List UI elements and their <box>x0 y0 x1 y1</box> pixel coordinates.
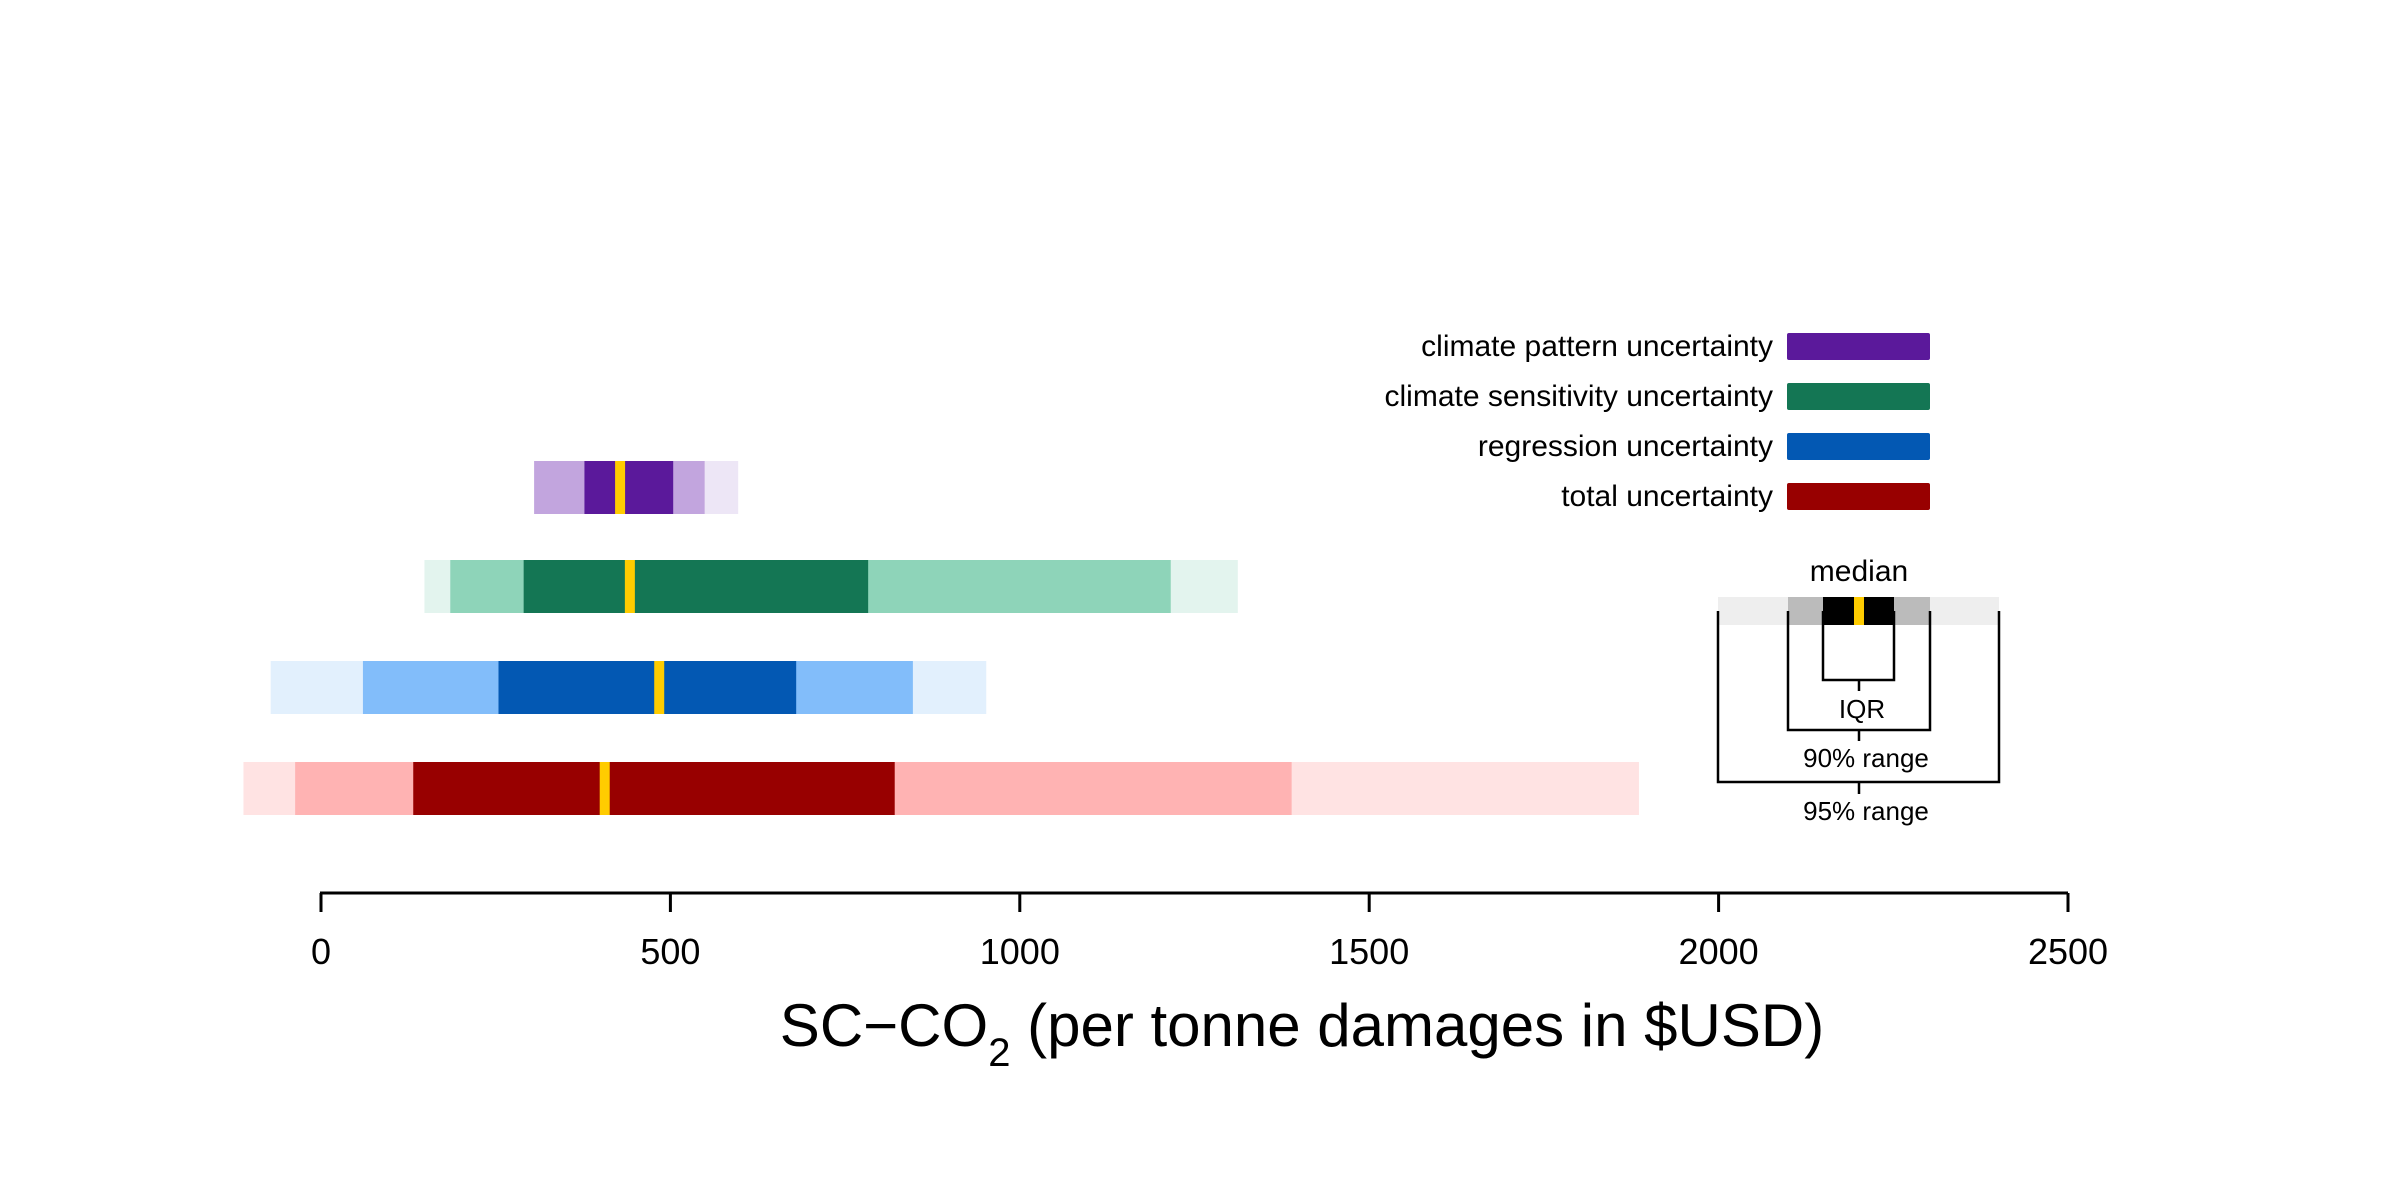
series-4-median <box>599 762 610 815</box>
series-3-median <box>654 661 665 714</box>
key-bar <box>1718 597 1999 625</box>
series-1-iqr <box>584 461 674 514</box>
legend-swatch-3 <box>1787 433 1930 460</box>
series-1-bar <box>534 461 739 514</box>
x-tick-label-0: 0 <box>311 931 331 972</box>
x-axis: 0 500 1000 1500 2000 2500 <box>311 891 2108 972</box>
key-95-label: 95% range <box>1803 796 1929 826</box>
series-1-median <box>615 461 626 514</box>
key-median-label: median <box>1810 555 1908 588</box>
key-iqr-bracket <box>1821 611 1896 691</box>
series-2-median <box>624 560 635 613</box>
legend-label-4: total uncertainty <box>1561 480 1773 513</box>
series-3-iqr <box>498 661 797 714</box>
series-2-bar <box>424 560 1238 613</box>
series-4-iqr <box>413 762 895 815</box>
legend-swatch-1 <box>1787 333 1930 360</box>
key-90-label: 90% range <box>1803 743 1929 773</box>
legend-label-1: climate pattern uncertainty <box>1421 330 1773 363</box>
key-median-segment <box>1854 597 1864 625</box>
key-90-bracket <box>1786 611 1932 741</box>
series-2-iqr <box>523 560 869 613</box>
legend: climate pattern uncertainty climate sensi… <box>1385 330 1930 513</box>
x-tick-label-500: 500 <box>640 931 700 972</box>
x-axis-title: SC−CO2 (per tonne damages in $USD) <box>780 992 1824 1075</box>
x-tick-label-1500: 1500 <box>1329 931 1409 972</box>
key-95-bracket <box>1716 611 2001 794</box>
series-4-bar <box>243 762 1639 815</box>
x-tick-label-2500: 2500 <box>2028 931 2108 972</box>
legend-label-2: climate sensitivity uncertainty <box>1385 380 1773 413</box>
x-tick-label-2000: 2000 <box>1679 931 1759 972</box>
x-tick-label-1000: 1000 <box>980 931 1060 972</box>
legend-swatch-2 <box>1787 383 1930 410</box>
legend-swatch-4 <box>1787 483 1930 510</box>
legend-label-3: regression uncertainty <box>1478 430 1773 463</box>
range-key: median IQR 90% range 95% range <box>1716 555 2001 826</box>
key-iqr-label: IQR <box>1839 694 1885 724</box>
series-3-bar <box>270 661 987 714</box>
uncertainty-bars <box>243 461 1639 815</box>
